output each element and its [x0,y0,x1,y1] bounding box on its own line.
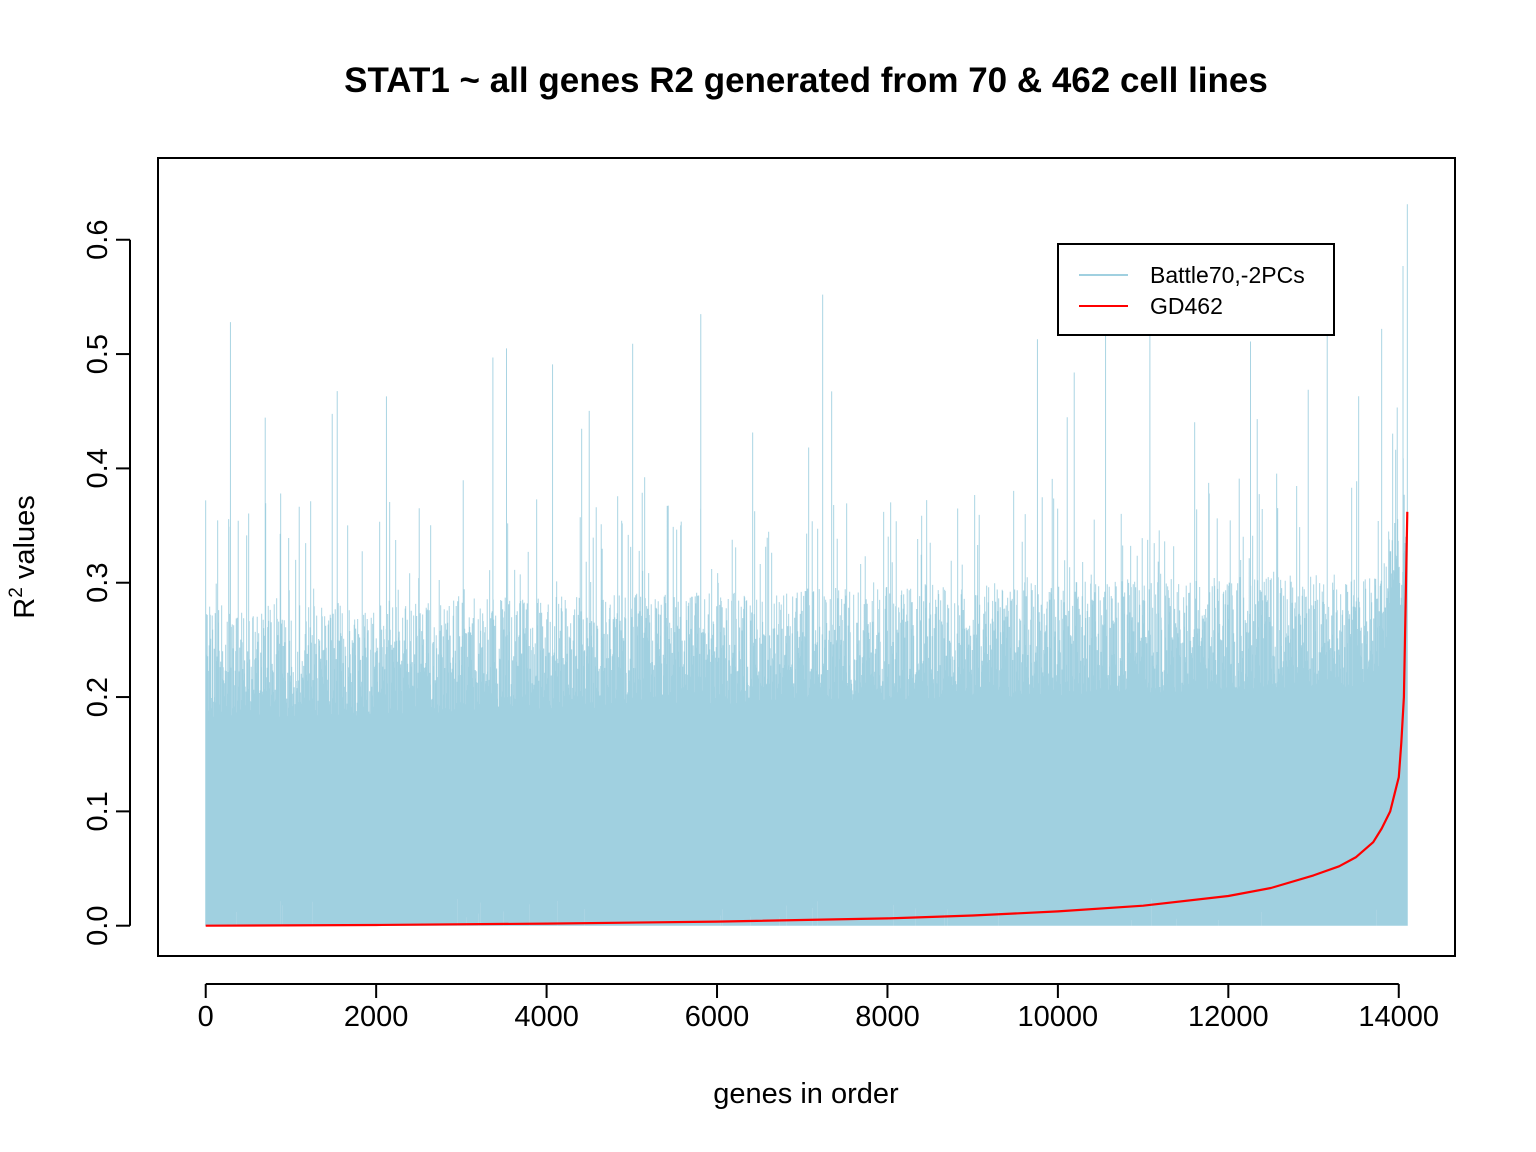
legend-label-gd462: GD462 [1150,293,1223,319]
legend: Battle70,-2PCs GD462 [1057,243,1335,336]
legend-label-battle70: Battle70,-2PCs [1150,262,1305,288]
series-gd462-line [205,511,1409,927]
y-tick-label: 0.5 [82,334,114,374]
x-axis: 0 2000 4000 6000 8000 10000 12000 14000 [198,983,1439,1033]
y-tick-label: 0.4 [82,448,114,488]
chart-title: STAT1 ~ all genes R2 generated from 70 &… [344,61,1268,100]
plot-frame [157,157,1456,957]
x-tick-label: 14000 [1358,1001,1439,1033]
y-axis-label-main: R [9,598,41,619]
y-axis-label-rest: values [9,495,41,587]
y-tick-label: 0.6 [82,220,114,260]
x-tick-label: 0 [198,1001,214,1033]
y-axis-label: R2 values [6,495,41,618]
plot-area [205,204,1409,927]
series-battle70-spikes [205,204,1408,926]
y-tick-label: 0.1 [82,791,114,831]
x-tick-label: 6000 [685,1001,750,1033]
y-tick-label: 0.3 [82,563,114,603]
y-axis: 0.0 0.1 0.2 0.3 0.4 0.5 0.6 [82,220,131,946]
x-tick-label: 4000 [514,1001,579,1033]
y-tick-label: 0.0 [82,906,114,946]
y-tick-label: 0.2 [82,677,114,717]
x-tick-label: 10000 [1018,1001,1099,1033]
x-tick-label: 2000 [344,1001,409,1033]
x-tick-label: 12000 [1188,1001,1269,1033]
legend-box [1057,243,1335,336]
y-axis-label-superscript: 2 [6,587,27,598]
x-tick-label: 8000 [855,1001,920,1033]
x-axis-label: genes in order [713,1078,899,1110]
